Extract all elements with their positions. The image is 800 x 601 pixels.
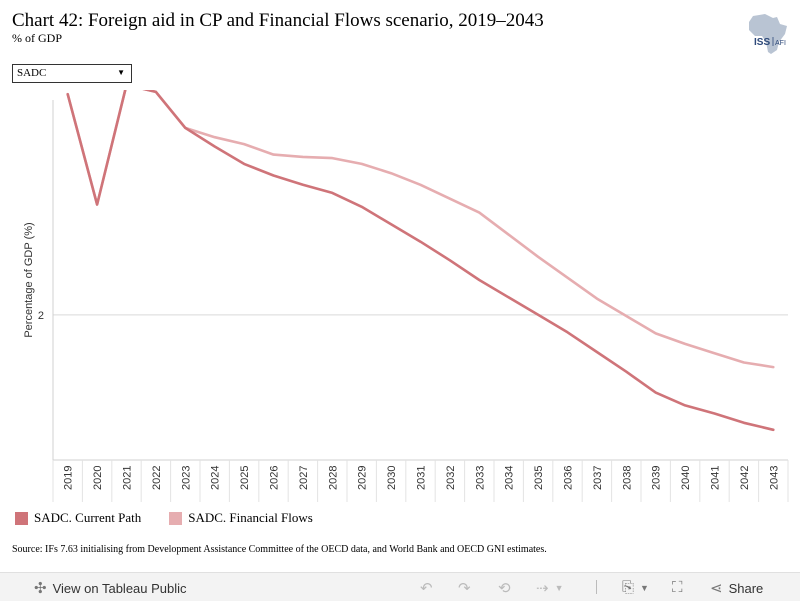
x-tick-label: 2023	[180, 466, 192, 490]
download-icon: ⎘	[622, 579, 635, 596]
x-tick-label: 2032	[445, 466, 457, 490]
share-label: Share	[728, 580, 764, 596]
legend-swatch-financial-flows	[169, 511, 183, 525]
tableau-logo-icon: ✣	[34, 580, 47, 597]
source-note: Source: IFs 7.63 initialising from Devel…	[12, 544, 547, 555]
x-tick-label: 2026	[269, 466, 281, 490]
revert-icon: ⟲	[498, 580, 511, 597]
view-on-tableau-button[interactable]: ✣ View on Tableau Public	[34, 579, 187, 597]
fullscreen-button[interactable]: ⛶	[672, 579, 683, 596]
legend-label-current-path: SADC. Current Path	[34, 510, 142, 525]
x-tick-label: 2042	[739, 466, 751, 490]
x-tick-label: 2036	[563, 466, 575, 490]
y-axis-label: Percentage of GDP (%)	[23, 222, 35, 337]
share-icon: ⋖	[710, 580, 723, 597]
x-tick-label: 2034	[504, 466, 516, 490]
x-tick-label: 2020	[92, 466, 104, 490]
redo-icon: ↷	[458, 580, 471, 597]
x-tick-label: 2025	[239, 466, 251, 490]
region-dropdown-value: SADC	[17, 67, 47, 79]
logo-text: ISS	[754, 37, 770, 48]
region-dropdown[interactable]: SADC ▼	[12, 64, 132, 83]
redo-button[interactable]: ↷	[458, 579, 471, 597]
revert-button[interactable]: ⟲	[498, 579, 511, 597]
share-button[interactable]: ⋖ Share	[710, 579, 763, 597]
x-tick-label: 2037	[592, 466, 604, 490]
x-tick-label: 2024	[210, 466, 222, 490]
x-tick-label: 2033	[474, 466, 486, 490]
caret-down-icon: ▼	[117, 68, 125, 77]
x-tick-label: 2043	[768, 466, 780, 490]
x-tick-label: 2030	[386, 466, 398, 490]
logo-suffix: AFI	[775, 40, 786, 47]
legend-swatch-current-path	[15, 511, 28, 525]
legend-label-financial-flows: SADC. Financial Flows	[188, 510, 313, 525]
tableau-toolbar: ✣ View on Tableau Public ↶ ↷ ⟲ ⇢ ▼ ⎘ ▼ ⛶ ⋖…	[0, 572, 800, 601]
chart-title: Chart 42: Foreign aid in CP and Financia…	[12, 10, 544, 31]
legend-item-current-path[interactable]: SADC. Current Path	[15, 510, 141, 526]
x-tick-label: 2021	[122, 466, 134, 490]
undo-icon: ↶	[420, 580, 433, 597]
view-on-tableau-label: View on Tableau Public	[52, 580, 187, 596]
series-line-financial-flows	[66, 90, 775, 369]
x-tick-label: 2038	[621, 466, 633, 490]
legend-item-financial-flows[interactable]: SADC. Financial Flows	[169, 510, 313, 526]
x-tick-label: 2027	[298, 466, 310, 490]
chart-subtitle: % of GDP	[12, 31, 62, 45]
x-tick-label: 2022	[151, 466, 163, 490]
refresh-icon: ⇢	[536, 580, 549, 597]
download-button[interactable]: ⎘ ▼	[622, 579, 649, 596]
x-tick-label: 2031	[416, 466, 428, 490]
x-tick-label: 2040	[680, 466, 692, 490]
line-chart: 2 2019 2020 2021 2022 2023 2024 2025 2026 2027 202…	[23, 90, 789, 502]
legend: SADC. Current Path SADC. Financial Flows	[15, 510, 313, 526]
iss-africa-logo: ISS AFI	[749, 14, 787, 54]
x-tick-label: 2039	[651, 466, 663, 490]
x-tick-label: 2019	[63, 466, 75, 490]
chevron-down-icon: ▼	[640, 582, 649, 593]
fullscreen-icon: ⛶	[672, 579, 683, 596]
refresh-button[interactable]: ⇢ ▼	[536, 579, 564, 597]
chevron-down-icon: ▼	[554, 583, 564, 593]
x-tick-label: 2029	[357, 466, 369, 490]
y-tick-label: 2	[38, 310, 44, 322]
undo-button[interactable]: ↶	[420, 579, 433, 597]
x-tick-label: 2035	[533, 466, 545, 490]
africa-map-icon	[749, 14, 787, 54]
x-tick-label: 2028	[327, 466, 339, 490]
series-line-current-path	[66, 90, 775, 432]
x-tick-label: 2041	[710, 466, 722, 490]
